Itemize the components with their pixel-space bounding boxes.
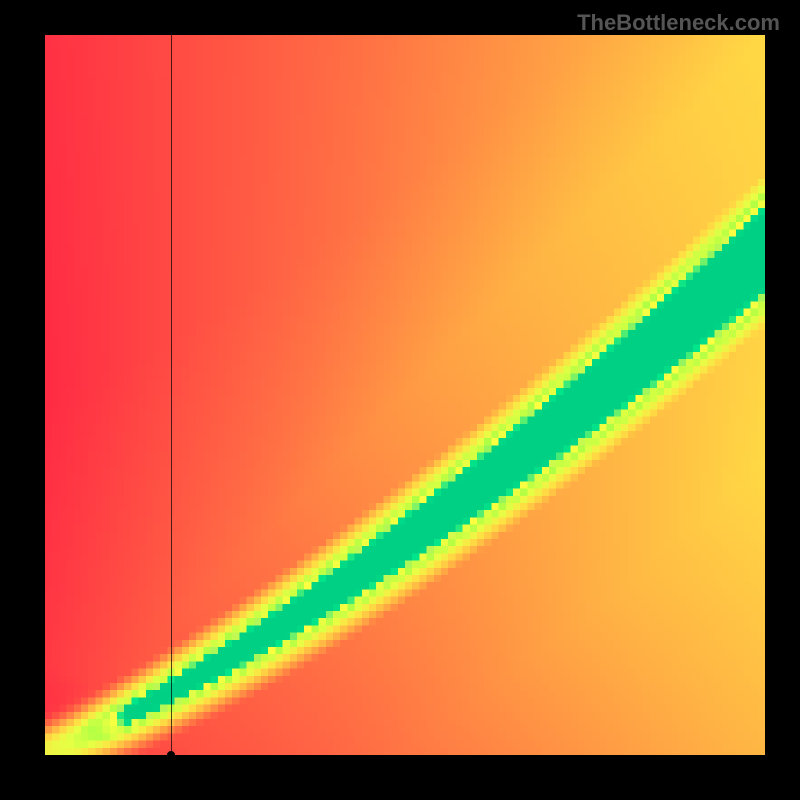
crosshair-vertical-line <box>171 35 172 755</box>
heatmap-canvas <box>45 35 765 755</box>
crosshair-marker-dot <box>167 751 175 759</box>
heatmap-plot <box>45 35 765 755</box>
watermark: TheBottleneck.com <box>577 10 780 36</box>
